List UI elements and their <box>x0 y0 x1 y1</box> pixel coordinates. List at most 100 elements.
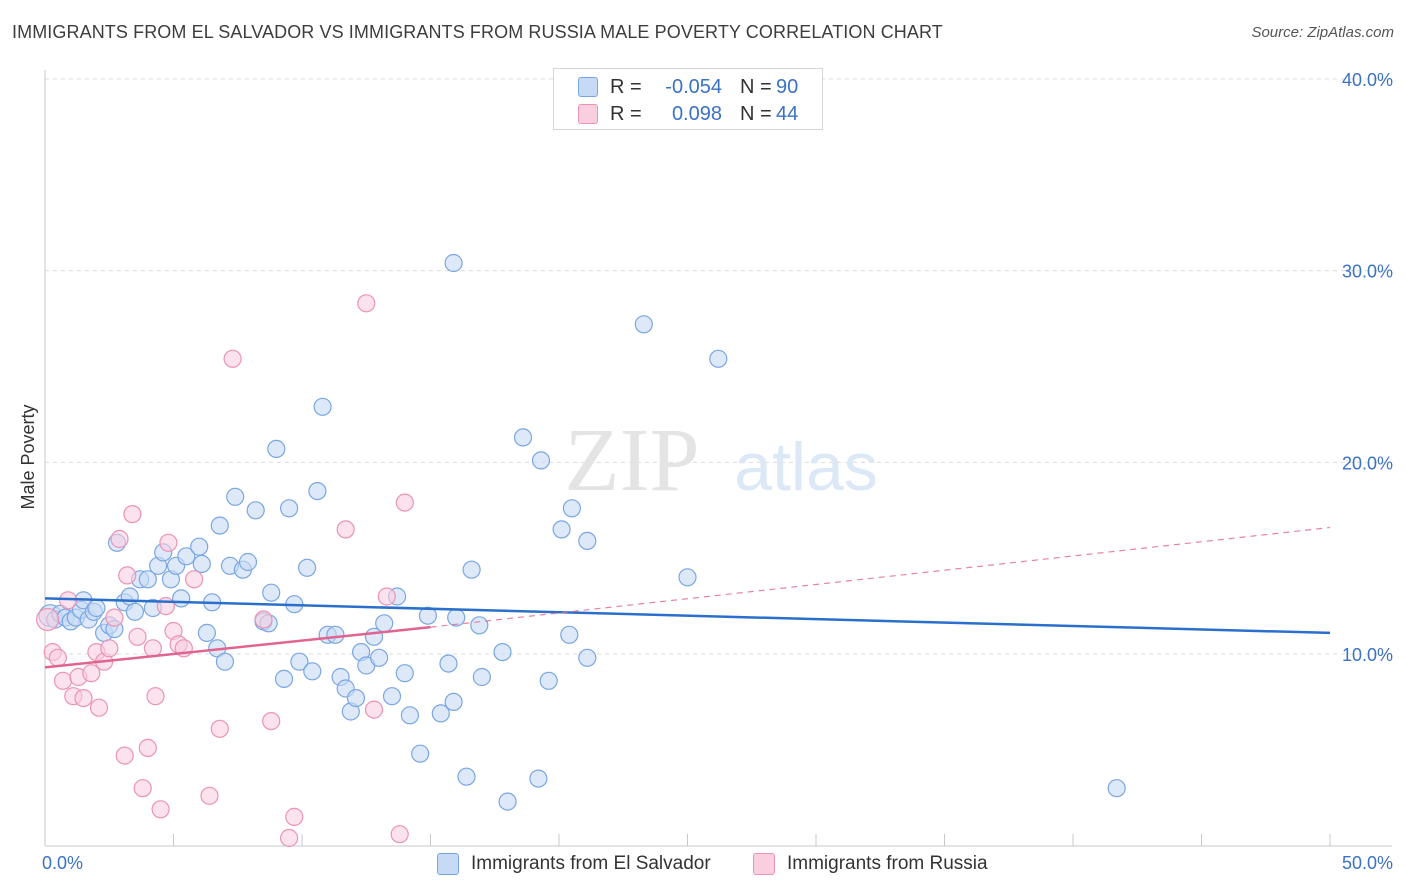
series-el-salvador-points <box>38 253 1126 811</box>
x-tick-label: 0.0% <box>42 853 83 873</box>
data-point-russia <box>118 566 137 585</box>
source-label: Source: ZipAtlas.com <box>1251 24 1394 41</box>
data-point-el-salvador <box>498 792 517 811</box>
x-tick-label: 50.0% <box>1342 853 1393 873</box>
data-point-russia <box>285 807 304 827</box>
data-point-russia <box>123 504 142 524</box>
bottom-legend-russia: Immigrants from Russia <box>753 852 988 876</box>
chart-title: IMMIGRANTS FROM EL SALVADOR VS IMMIGRANT… <box>12 22 943 42</box>
legend-row-russia: R = 0.098 N = 44 <box>578 101 798 127</box>
data-point-el-salvador <box>395 664 414 683</box>
legend-swatch-pink <box>578 104 598 124</box>
legend-r-label: R = <box>610 75 642 98</box>
bottom-legend-label: Immigrants from El Salvador <box>471 853 711 874</box>
data-point-el-salvador <box>709 349 728 368</box>
data-point-el-salvador <box>246 501 265 520</box>
data-point-el-salvador <box>267 439 286 458</box>
series-russia-points <box>35 294 414 848</box>
data-point-el-salvador <box>411 744 430 763</box>
data-point-russia <box>105 608 124 627</box>
data-point-el-salvador <box>172 589 191 608</box>
bottom-legend-el-salvador: Immigrants from El Salvador <box>437 852 711 876</box>
data-point-el-salvador <box>578 648 597 667</box>
data-point-el-salvador <box>215 652 234 671</box>
data-point-el-salvador <box>326 625 345 644</box>
data-point-russia <box>210 719 229 738</box>
data-point-el-salvador <box>262 583 281 602</box>
data-point-russia <box>390 825 409 844</box>
data-point-russia <box>48 648 68 667</box>
data-point-el-salvador <box>493 642 512 662</box>
data-point-russia <box>364 700 384 719</box>
data-point-russia <box>254 610 273 629</box>
data-point-russia <box>151 800 170 819</box>
data-point-russia <box>146 687 165 706</box>
tick-labels: 10.0% 20.0% 30.0% 40.0% 0.0% 50.0% <box>42 70 1393 873</box>
bottom-legend-swatch-blue <box>437 853 459 875</box>
y-axis-title: Male Poverty <box>18 404 38 509</box>
data-point-el-salvador <box>447 608 466 627</box>
watermark: ZIP atlas <box>565 411 878 510</box>
data-point-russia <box>156 596 175 616</box>
data-point-el-salvador <box>539 671 558 690</box>
data-point-el-salvador <box>457 767 476 786</box>
watermark-zip: ZIP <box>565 411 700 510</box>
data-point-el-salvador <box>552 520 571 539</box>
data-point-russia <box>89 698 109 717</box>
data-point-russia <box>336 520 355 539</box>
data-point-el-salvador <box>513 428 533 447</box>
data-point-el-salvador <box>578 531 597 551</box>
data-point-el-salvador <box>210 516 229 535</box>
data-point-el-salvador <box>274 669 294 689</box>
axes <box>44 70 1392 847</box>
data-point-el-salvador <box>197 623 216 643</box>
trend-line-russia-extension <box>430 526 1331 628</box>
legend-r-value: 0.098 <box>671 102 722 125</box>
watermark-atlas: atlas <box>734 429 878 505</box>
data-point-el-salvador <box>280 499 299 518</box>
data-point-el-salvador <box>444 253 463 273</box>
data-point-el-salvador <box>192 554 211 574</box>
data-point-russia <box>159 533 178 552</box>
bottom-legend-swatch-pink <box>753 853 775 875</box>
data-point-russia <box>53 671 73 690</box>
data-point-russia <box>138 738 157 758</box>
data-point-el-salvador <box>370 648 389 667</box>
data-point-el-salvador <box>529 769 548 788</box>
data-point-el-salvador <box>678 568 697 587</box>
data-point-el-salvador <box>400 706 419 725</box>
data-point-el-salvador <box>87 598 106 618</box>
data-point-el-salvador <box>431 704 450 723</box>
data-point-el-salvador <box>298 558 317 577</box>
data-point-russia <box>74 688 93 708</box>
y-tick-label: 20.0% <box>1342 453 1393 473</box>
trend-line-russia <box>44 625 431 669</box>
legend-r-value: -0.054 <box>665 75 722 98</box>
data-point-el-salvador <box>308 482 327 501</box>
data-point-russia <box>115 746 134 765</box>
data-point-russia <box>35 607 60 632</box>
data-point-russia <box>262 711 281 731</box>
data-point-el-salvador <box>226 487 245 506</box>
data-point-russia <box>280 828 299 848</box>
data-point-el-salvador <box>346 688 366 708</box>
data-point-el-salvador <box>177 547 196 566</box>
legend-n-label: N = <box>740 75 772 98</box>
trend-lines <box>44 526 1331 669</box>
data-point-russia <box>357 294 376 313</box>
data-point-el-salvador <box>418 606 437 625</box>
data-point-russia <box>200 786 219 805</box>
data-point-el-salvador <box>472 667 491 687</box>
data-point-el-salvador <box>634 315 653 334</box>
legend-n-value: 44 <box>776 102 799 125</box>
data-point-el-salvador <box>120 587 139 606</box>
data-point-russia <box>185 570 204 589</box>
data-point-russia <box>100 639 119 658</box>
data-point-el-salvador <box>382 687 402 706</box>
data-point-el-salvador <box>462 560 481 579</box>
legend-row-el-salvador: R = -0.054 N = 90 <box>578 74 798 100</box>
y-tick-label: 30.0% <box>1342 262 1393 282</box>
data-point-el-salvador <box>313 397 332 416</box>
y-tick-label: 10.0% <box>1342 645 1393 665</box>
